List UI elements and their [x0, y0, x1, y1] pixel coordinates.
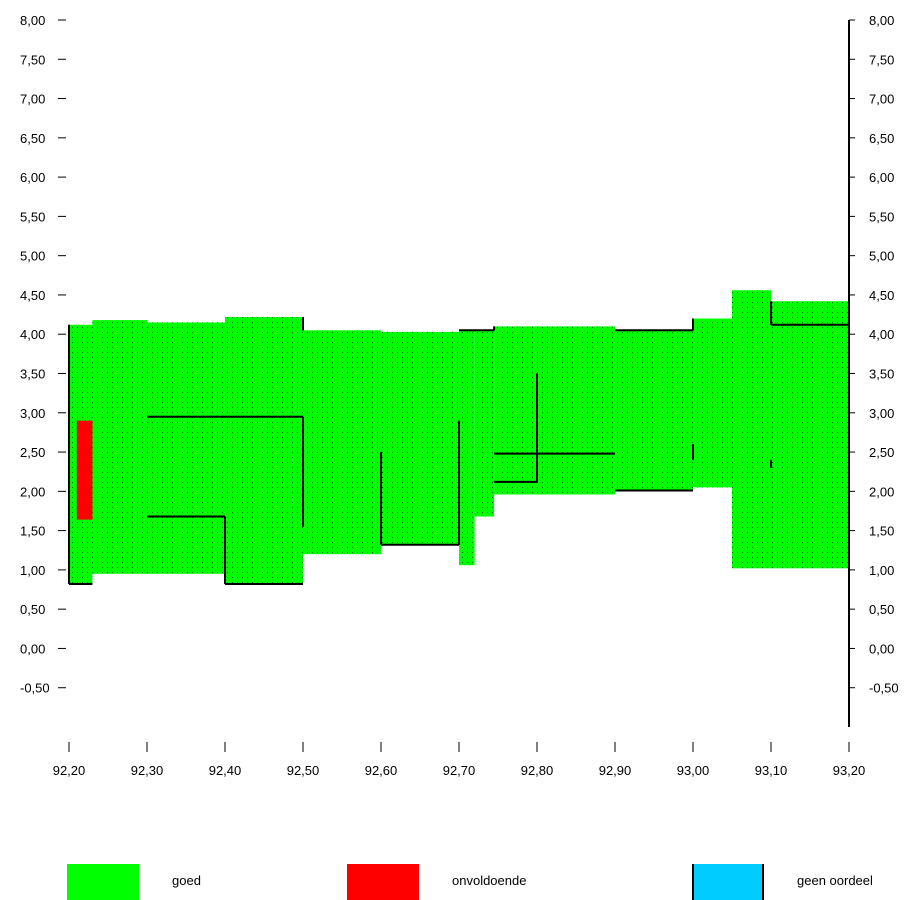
- area-pattern-8: [494, 326, 615, 495]
- y-tick-label-right: 1,50: [869, 524, 894, 539]
- area-pattern-10: [693, 318, 732, 488]
- area-pattern-9: [615, 330, 693, 491]
- y-tick-label-left: 6,50: [20, 131, 45, 146]
- y-tick-label-left: 5,50: [20, 209, 45, 224]
- y-tick-label-left: 1,50: [20, 524, 45, 539]
- legend: goed onvoldoende geen oordeel: [0, 864, 915, 900]
- y-tick-label-left: -0,50: [20, 681, 50, 696]
- y-tick-label-right: 5,00: [869, 249, 894, 264]
- y-tick-label-left: 4,00: [20, 327, 45, 342]
- x-tick-label: 92,80: [521, 763, 554, 778]
- x-tick-label: 92,70: [443, 763, 476, 778]
- x-tick-label: 92,30: [131, 763, 164, 778]
- x-tick-label: 92,40: [209, 763, 242, 778]
- legend-swatch-goed: [67, 864, 139, 900]
- area-pattern-4: [303, 330, 381, 555]
- y-tick-label-right: -0,50: [869, 681, 899, 696]
- y-tick-label-left: 7,50: [20, 52, 45, 67]
- x-tick-label: 92,50: [287, 763, 320, 778]
- x-tick-label: 93,00: [677, 763, 710, 778]
- y-tick-label-right: 7,50: [869, 52, 894, 67]
- y-tick-label-right: 2,00: [869, 484, 894, 499]
- x-tick-label: 93,20: [833, 763, 866, 778]
- area-pattern-6: [459, 330, 475, 566]
- y-tick-label-right: 7,00: [869, 92, 894, 107]
- area-pattern-2: [147, 322, 225, 574]
- y-tick-label-right: 1,00: [869, 563, 894, 578]
- area-pattern-1: [92, 320, 147, 574]
- x-tick-label: 92,20: [53, 763, 86, 778]
- area-onvoldoende-13: [76, 420, 93, 520]
- y-tick-label-left: 3,00: [20, 406, 45, 421]
- legend-swatch-onvoldoende: [347, 864, 419, 900]
- y-tick-label-right: 8,00: [869, 13, 894, 28]
- areas-layer: [69, 290, 849, 585]
- y-tick-label-left: 8,00: [20, 13, 45, 28]
- y-tick-label-left: 2,50: [20, 445, 45, 460]
- y-tick-label-right: 2,50: [869, 445, 894, 460]
- x-tick-label: 92,60: [365, 763, 398, 778]
- y-tick-label-left: 4,50: [20, 288, 45, 303]
- area-pattern-11: [732, 290, 771, 569]
- y-tick-label-left: 3,50: [20, 367, 45, 382]
- y-tick-label-right: 0,00: [869, 641, 894, 656]
- area-pattern-12: [771, 301, 849, 569]
- y-tick-label-right: 5,50: [869, 209, 894, 224]
- y-tick-label-left: 7,00: [20, 92, 45, 107]
- y-tick-label-right: 3,50: [869, 367, 894, 382]
- y-tick-label-left: 0,00: [20, 641, 45, 656]
- legend-swatch-geen-oordeel: [692, 864, 764, 900]
- y-tick-label-right: 3,00: [869, 406, 894, 421]
- area-pattern-5: [381, 331, 459, 545]
- legend-label-onvoldoende: onvoldoende: [452, 873, 527, 888]
- y-tick-label-left: 1,00: [20, 563, 45, 578]
- y-tick-label-right: 6,00: [869, 170, 894, 185]
- y-tick-label-right: 0,50: [869, 602, 894, 617]
- area-pattern-3: [225, 316, 303, 585]
- y-tick-label-left: 0,50: [20, 602, 45, 617]
- y-tick-label-right: 6,50: [869, 131, 894, 146]
- y-tick-label-left: 6,00: [20, 170, 45, 185]
- legend-label-goed: goed: [172, 873, 201, 888]
- y-tick-label-left: 2,00: [20, 484, 45, 499]
- y-tick-label-left: 5,00: [20, 249, 45, 264]
- inner-lines-layer: [68, 301, 849, 586]
- ticks-layer: 8,00 8,00 7,50 7,50 7,00 7,00 6,50 6,50 6,00 6,00…: [20, 13, 899, 778]
- legend-label-geen-oordeel: geen oordeel: [797, 873, 873, 888]
- area-pattern-7: [474, 330, 495, 517]
- x-tick-label: 93,10: [755, 763, 788, 778]
- x-tick-label: 92,90: [599, 763, 632, 778]
- y-tick-label-right: 4,00: [869, 327, 894, 342]
- y-tick-label-right: 4,50: [869, 288, 894, 303]
